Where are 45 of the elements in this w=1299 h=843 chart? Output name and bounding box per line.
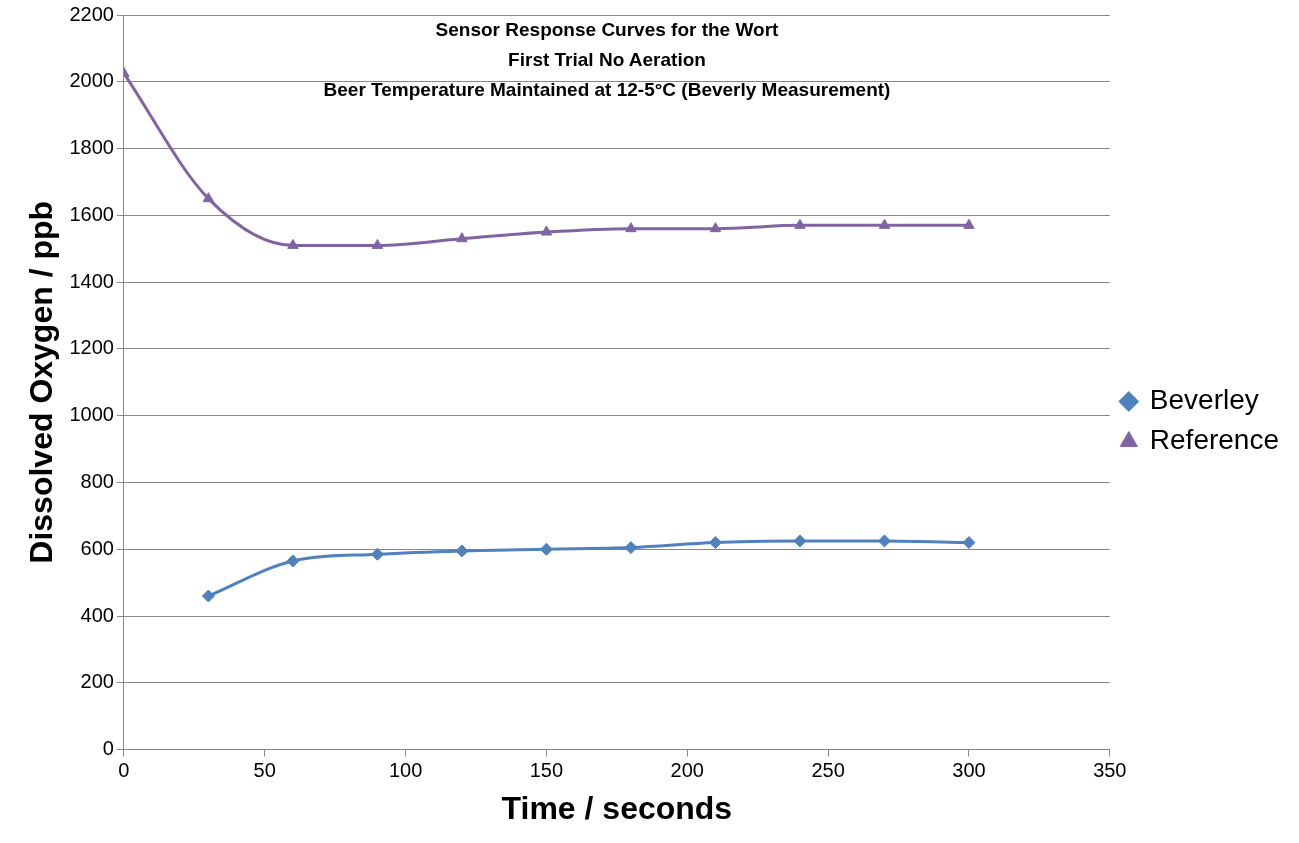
point: [539, 542, 553, 556]
legend-label: Reference: [1149, 424, 1279, 456]
point: [793, 534, 807, 548]
x-axis-title: Time / seconds: [501, 789, 733, 826]
x-tick-label: 200: [670, 759, 704, 782]
point: [201, 589, 215, 603]
y-tick-label: 1800: [69, 136, 114, 159]
y-tick-label: 1600: [69, 202, 114, 225]
point: [455, 544, 469, 558]
point: [540, 225, 553, 236]
x-tick-label: 250: [811, 759, 845, 782]
x-tick-label: 100: [388, 759, 423, 782]
y-tick-label: 1200: [69, 336, 114, 359]
point: [202, 192, 215, 203]
y-tick-label: 1400: [69, 269, 114, 292]
y-tick-label: 600: [80, 536, 114, 559]
x-tick-label: 150: [529, 759, 564, 782]
point: [287, 238, 299, 249]
point: [371, 238, 384, 249]
y-tick-label: 2000: [69, 69, 114, 92]
x-tick-label: 0: [118, 759, 130, 782]
y-axis-title: Dissolved Oxygen / ppb: [23, 200, 60, 564]
point: [877, 534, 891, 548]
y-tick-label: 200: [80, 670, 114, 693]
point: [625, 222, 637, 233]
x-tick-label: 300: [952, 759, 986, 782]
point: [963, 218, 975, 229]
legend-label: Beverley: [1149, 384, 1259, 416]
point: [456, 232, 468, 243]
y-tick-label: 800: [80, 469, 114, 492]
text: Sensor Response Curves for the Wort First Trial No Aeration Beer Temperature Maintained at 12-5°C (Beverly Measurement): [323, 19, 891, 101]
y-tick-label: 2200: [69, 2, 114, 25]
point: [286, 554, 300, 568]
point: [709, 222, 722, 233]
point: [962, 536, 976, 550]
point: [794, 218, 806, 229]
x-tick-label: 350: [1093, 759, 1127, 782]
x-tick-label: 50: [253, 759, 276, 782]
y-tick-label: 0: [102, 737, 114, 760]
y-tick-label: 1000: [69, 403, 114, 426]
point: [624, 541, 638, 555]
point: [878, 218, 891, 229]
y-tick-label: 400: [80, 603, 114, 626]
point: [708, 536, 722, 550]
point: [370, 547, 384, 561]
